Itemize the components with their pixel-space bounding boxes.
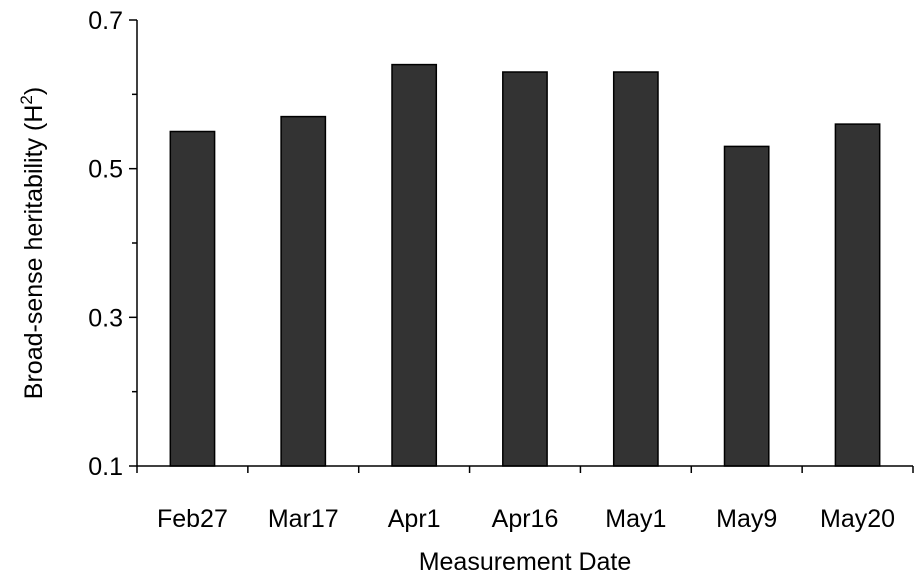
bar-may9 — [723, 145, 770, 467]
bar-feb27 — [169, 130, 216, 467]
bar-apr16 — [502, 71, 548, 467]
y-tick-label: 0.7 — [88, 7, 123, 35]
y-axis-title-suffix: ) — [20, 87, 48, 95]
x-axis-title: Measurement Date — [419, 548, 632, 576]
y-axis-title-prefix: Broad-sense heritability (H — [20, 105, 48, 400]
x-ticks-group: Feb27 Mar17 Apr1 Apr16 May1 May9 May20 — [136, 466, 914, 533]
x-tick-label: Apr1 — [388, 505, 441, 533]
bars-group — [169, 63, 881, 467]
x-tick-label: Apr16 — [492, 505, 559, 533]
y-tick-label: 0.1 — [88, 453, 123, 481]
y-tick-label: 0.3 — [88, 304, 123, 332]
x-tick-label: May20 — [820, 505, 895, 533]
x-tick-label: Feb27 — [157, 505, 228, 533]
bar-may20 — [834, 123, 881, 467]
x-tick-label: May9 — [716, 505, 777, 533]
y-tick-label: 0.5 — [88, 156, 123, 184]
y-ticks-group: 0.1 0.3 0.5 0.7 — [88, 7, 137, 481]
y-axis-title-superscript: 2 — [17, 95, 36, 104]
x-tick-label: Mar17 — [268, 505, 339, 533]
y-axis-title: Broad-sense heritability (H2) — [17, 87, 48, 399]
bar-mar17 — [280, 115, 327, 467]
x-tick-label: May1 — [605, 505, 666, 533]
bar-apr1 — [391, 63, 438, 467]
bar-may1 — [612, 71, 659, 467]
